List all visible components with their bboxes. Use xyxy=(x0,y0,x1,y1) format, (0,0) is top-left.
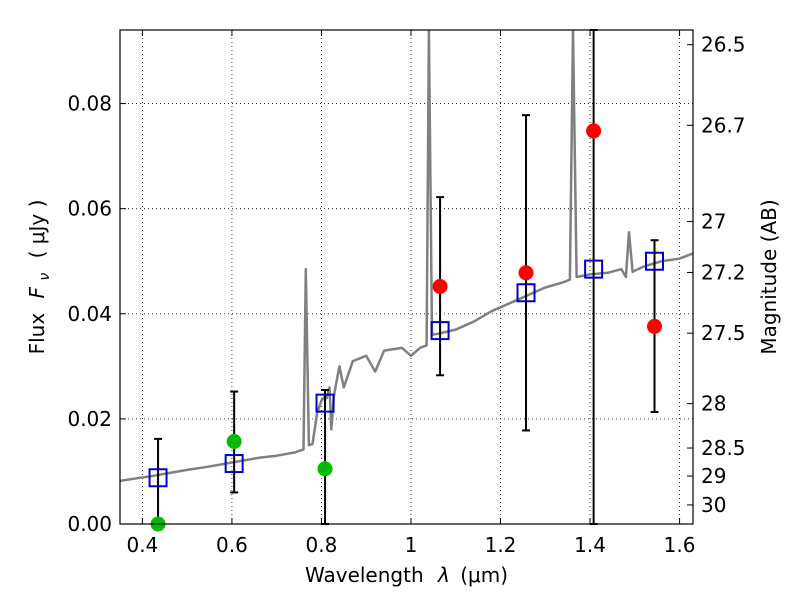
y-axis-label-text: Flux xyxy=(25,313,49,355)
x-axis-label: Wavelength λ (μm) xyxy=(305,563,508,587)
detection-point xyxy=(432,278,448,294)
y-tick-label: 0.04 xyxy=(67,302,112,326)
model-point xyxy=(224,454,244,474)
model-point xyxy=(315,393,335,413)
x-tick-label: 1.2 xyxy=(485,533,517,557)
x-tick-label: 0.4 xyxy=(126,533,158,557)
x-tick-label: 1 xyxy=(405,533,418,557)
y-tick-label: 0.08 xyxy=(67,92,112,116)
x-tick-label: 0.6 xyxy=(216,533,248,557)
model-point xyxy=(645,251,665,271)
y-axis-label: Flux F ν ( μJy ) xyxy=(25,200,54,355)
magnitude-tick-label: 26.5 xyxy=(701,33,746,57)
detection-point xyxy=(518,265,534,281)
tick-labels: 0.4 0.6 0.8 1 1.2 1.4 1.6 0.00 0.02 0.04 0.06 0.08 2… xyxy=(67,33,745,557)
magnitude-tick-label: 30 xyxy=(701,493,726,517)
y-axis-label-subscript: ν xyxy=(37,273,53,281)
magnitude-tick-label: 28.5 xyxy=(701,436,746,460)
magnitude-tick-label: 27.2 xyxy=(701,260,746,284)
detection-point xyxy=(647,318,663,334)
y-tick-label: 0.06 xyxy=(67,197,112,221)
y-axis-label-unit: ( μJy ) xyxy=(25,200,49,259)
magnitude-tick-label: 26.7 xyxy=(701,113,746,137)
magnitude-tick-label: 27 xyxy=(701,210,726,234)
magnitude-tick-label: 28 xyxy=(701,392,726,416)
x-axis-label-unit: (μm) xyxy=(460,563,508,587)
x-tick-label: 1.4 xyxy=(574,533,606,557)
grid xyxy=(120,30,693,525)
template-spectrum-line xyxy=(120,30,693,483)
magnitude-tick-label: 29 xyxy=(701,464,726,488)
x-tick-label: 1.6 xyxy=(664,533,696,557)
axes xyxy=(119,29,694,525)
magnitude-axis-label: Magnitude (AB) xyxy=(757,199,781,354)
model-point xyxy=(148,468,168,488)
x-axis-label-prefix: Wavelength xyxy=(305,563,424,587)
y-axis-label-symbol: F xyxy=(25,286,49,298)
observed-point xyxy=(317,461,333,477)
model-point xyxy=(584,259,604,279)
x-axis-label-symbol: λ xyxy=(437,563,450,587)
model-point xyxy=(516,283,536,303)
detection-point xyxy=(586,123,602,139)
magnitude-tick-label: 27.5 xyxy=(701,321,746,345)
model-point xyxy=(430,321,450,341)
x-tick-label: 0.8 xyxy=(306,533,338,557)
plot-frame xyxy=(119,29,694,525)
template-spectrum xyxy=(120,30,693,483)
observed-point xyxy=(226,433,242,449)
y-tick-label: 0.02 xyxy=(67,407,112,431)
y-tick-label: 0.00 xyxy=(67,512,112,536)
data-markers xyxy=(148,123,665,532)
